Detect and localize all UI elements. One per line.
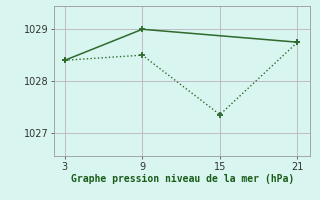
X-axis label: Graphe pression niveau de la mer (hPa): Graphe pression niveau de la mer (hPa)	[71, 174, 294, 184]
